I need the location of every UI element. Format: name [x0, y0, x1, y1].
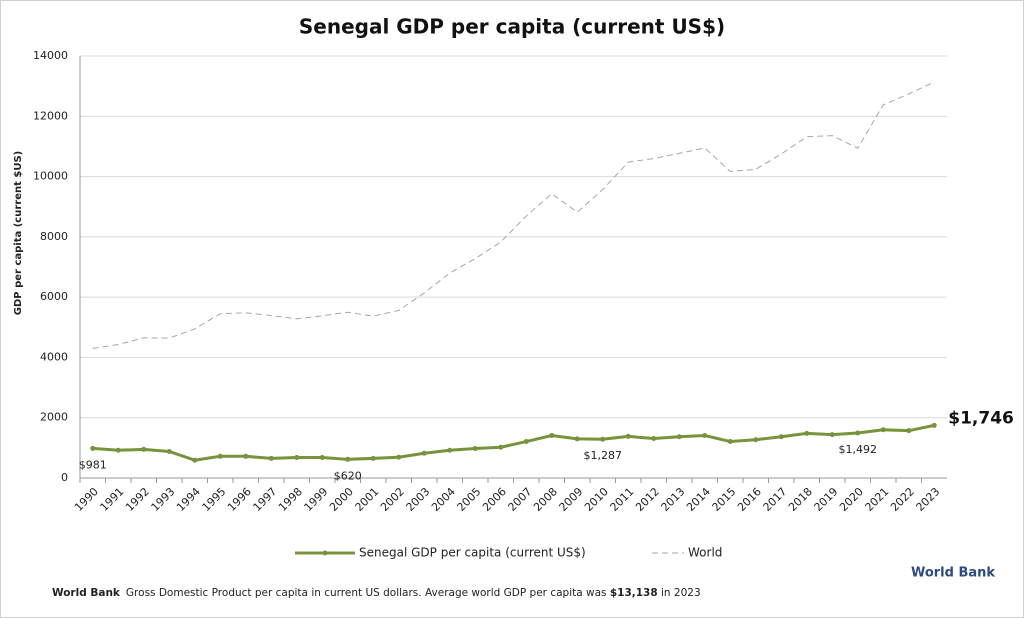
marker: [931, 422, 937, 428]
value-label: $981: [79, 458, 107, 471]
marker: [447, 447, 453, 453]
marker: [906, 428, 912, 434]
marker: [268, 455, 274, 461]
x-tick-label: 1993: [149, 485, 178, 514]
x-tick-label: 2017: [761, 485, 790, 514]
value-label: $1,287: [584, 449, 623, 462]
x-tick-label: 2018: [786, 485, 815, 514]
marker: [804, 430, 810, 436]
marker: [90, 445, 96, 451]
x-tick-label: 2023: [914, 485, 943, 514]
logo: World Bank: [911, 566, 995, 581]
marker: [829, 432, 835, 438]
legend-label: Senegal GDP per capita (current US$): [359, 546, 586, 560]
y-tick-label: 0: [61, 471, 68, 484]
x-tick-label: 2011: [608, 485, 637, 514]
marker: [319, 455, 325, 461]
legend-label: World: [688, 546, 722, 560]
marker: [778, 434, 784, 440]
marker: [727, 439, 733, 445]
x-tick-label: 2005: [455, 485, 484, 514]
x-tick-label: 1994: [174, 485, 203, 514]
marker: [421, 450, 427, 456]
marker: [294, 455, 300, 461]
marker: [345, 456, 351, 462]
marker: [243, 453, 249, 459]
marker: [574, 436, 580, 442]
y-tick-label: 4000: [40, 350, 68, 363]
x-tick-label: 2008: [531, 485, 560, 514]
y-axis-label: GDP per capita (current $US): [13, 151, 24, 315]
x-tick-label: 2012: [633, 485, 662, 514]
y-tick-label: 14000: [33, 49, 68, 62]
x-tick-label: 2016: [735, 485, 764, 514]
footer-highlight: $13,138: [610, 587, 658, 599]
x-tick-label: 2000: [327, 485, 356, 514]
x-tick-label: 1992: [123, 485, 152, 514]
marker: [651, 436, 657, 442]
marker: [217, 453, 223, 459]
y-tick-label: 8000: [40, 230, 68, 243]
x-tick-label: 1996: [225, 485, 254, 514]
y-tick-label: 12000: [33, 109, 68, 122]
x-tick-label: 2013: [659, 485, 688, 514]
marker: [855, 430, 861, 436]
x-tick-label: 2019: [812, 485, 841, 514]
marker: [166, 448, 172, 454]
marker: [523, 439, 529, 445]
line: [92, 423, 935, 462]
value-label: $1,746: [948, 408, 1014, 428]
y-tick-label: 10000: [33, 170, 68, 183]
y-tick-label: 2000: [40, 411, 68, 424]
x-tick-label: 1998: [276, 485, 305, 514]
x-tick-label: 2022: [888, 485, 917, 514]
marker: [753, 437, 759, 443]
x-tick-label: 1991: [98, 485, 127, 514]
marker: [472, 445, 478, 451]
marker: [702, 432, 708, 438]
marker: [625, 433, 631, 439]
marker: [498, 444, 504, 450]
footer-tail: in 2023: [658, 587, 701, 599]
x-tick-label: 2004: [429, 485, 458, 514]
x-tick-label: 1997: [251, 485, 280, 514]
x-tick-label: 2020: [837, 485, 866, 514]
marker: [192, 457, 198, 463]
marker: [880, 427, 886, 433]
x-tick-label: 2002: [378, 485, 407, 514]
marker: [549, 432, 555, 438]
x-tick-label: 2021: [863, 485, 892, 514]
x-tick-label: 1995: [200, 485, 229, 514]
chart-title: Senegal GDP per capita (current US$): [299, 15, 725, 39]
x-tick-label: 2006: [480, 485, 509, 514]
y-tick-label: 6000: [40, 290, 68, 303]
marker: [141, 446, 147, 452]
marker: [115, 447, 121, 453]
x-tick-label: 2007: [506, 485, 535, 514]
x-tick-label: 2009: [557, 485, 586, 514]
footer: World Bank Gross Domestic Product per cap…: [52, 587, 701, 599]
line: [92, 81, 935, 349]
x-tick-label: 2001: [353, 485, 382, 514]
x-tick-label: 2015: [710, 485, 739, 514]
x-tick-label: 2014: [684, 485, 713, 514]
x-tick-label: 1999: [302, 485, 331, 514]
x-tick-label: 1990: [72, 485, 101, 514]
marker: [676, 434, 682, 440]
legend-marker: [322, 550, 328, 556]
footer-source: World Bank: [52, 587, 121, 599]
x-tick-label: 2010: [582, 485, 611, 514]
marker: [370, 455, 376, 461]
marker: [396, 454, 402, 460]
footer-text: Gross Domestic Product per capita in cur…: [126, 587, 610, 599]
marker: [600, 436, 606, 442]
value-label: $1,492: [839, 443, 878, 456]
value-label: $620: [334, 469, 362, 482]
x-tick-label: 2003: [404, 485, 433, 514]
